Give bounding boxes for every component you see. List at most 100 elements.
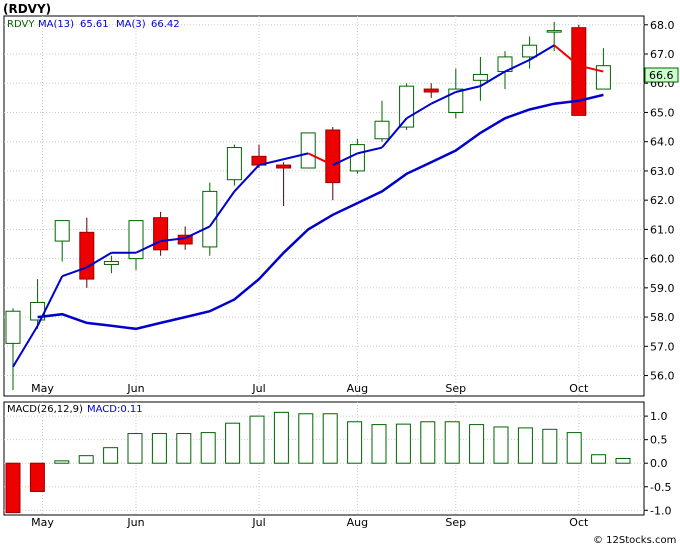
macd-bar: [225, 422, 241, 464]
macd-bar: [176, 433, 192, 464]
macd-bar: [103, 447, 119, 464]
candle-body: [546, 30, 562, 33]
price-tick-label: 62.0: [650, 194, 675, 207]
price-tick-label: 57.0: [650, 340, 675, 353]
price-x-tick-label: Oct: [569, 382, 589, 395]
macd-params-legend: MACD(26,12,9): [7, 404, 83, 415]
ma13-segment: [455, 85, 481, 93]
candle-body: [128, 220, 144, 260]
ma13-segment: [135, 240, 162, 254]
macd-bar: [542, 428, 558, 464]
candle-body: [54, 220, 70, 242]
candle-body: [153, 217, 169, 251]
candle-body: [522, 44, 538, 58]
price-x-tick-label: Jul: [251, 382, 265, 395]
watermark: © 12Stocks.com: [593, 535, 676, 546]
price-marks: [5, 21, 611, 391]
ma13-segment: [430, 91, 457, 105]
candle-body: [472, 73, 488, 81]
macd-marks: [5, 411, 631, 514]
price-tick-label: 58.0: [650, 311, 675, 324]
candle-body: [349, 144, 365, 172]
macd-bar: [127, 433, 143, 464]
macd-x-tick-label: Jul: [251, 516, 265, 529]
macd-bar: [591, 454, 607, 464]
macd-bar: [566, 432, 582, 464]
ma13-segment: [357, 146, 383, 155]
candle-body: [226, 147, 242, 181]
last-price-label: 66.6: [649, 69, 674, 82]
price-x-tick-label: Aug: [347, 382, 368, 395]
candle-body: [276, 164, 292, 169]
macd-bar: [29, 462, 45, 492]
ma13-legend-label: MA(13): [38, 19, 74, 30]
ma13-segment: [36, 275, 64, 327]
price-tick-label: 64.0: [650, 136, 675, 149]
ticker-title: (RDVY): [3, 2, 51, 16]
macd-bar: [493, 426, 509, 464]
price-tick-label: 63.0: [650, 165, 675, 178]
ma13-segment: [553, 44, 580, 67]
candle-body: [399, 85, 415, 128]
macd-bar: [371, 424, 387, 464]
candle-body: [325, 129, 341, 184]
macd-bar: [469, 424, 485, 464]
ma3-legend-value: 66.42: [151, 19, 180, 30]
ma13-segment: [529, 44, 555, 61]
price-y-axis: 56.0 57.0 58.0 59.0 60.0 61.0 62.0 63.0 64.0 65.0…: [31, 19, 674, 395]
ma13-segment: [160, 237, 186, 243]
macd-bar: [322, 413, 338, 464]
macd-x-tick-label: Aug: [347, 516, 368, 529]
ma3-line: [37, 93, 604, 331]
price-x-tick-label: Jun: [126, 382, 144, 395]
macd-bar: [54, 460, 70, 464]
price-tick-label: 61.0: [650, 223, 675, 236]
ma13-segment: [406, 102, 432, 120]
ma13-segment: [208, 190, 236, 228]
price-tick-label: 59.0: [650, 282, 675, 295]
price-tick-label: 68.0: [650, 19, 675, 32]
macd-bar: [347, 421, 363, 464]
candle-body: [5, 310, 21, 344]
candle-body: [79, 231, 95, 280]
macd-bar: [298, 413, 314, 464]
price-tick-label: 56.0: [650, 370, 675, 383]
candle-body: [103, 261, 119, 265]
ma13-segment: [307, 152, 334, 166]
macd-value-legend: MACD:0.11: [87, 404, 143, 415]
ma13-segment: [578, 64, 604, 73]
price-x-tick-label: May: [31, 382, 54, 395]
macd-bar: [249, 415, 265, 464]
macd-bar: [615, 458, 631, 464]
macd-y-axis: May Jun Jul Aug Sep Oct -1.0 -0.5 0.0 0.5 1.0: [31, 410, 671, 529]
ma13-segment: [61, 266, 88, 278]
candle-body: [202, 190, 218, 248]
macd-tick-label: 0.5: [650, 434, 668, 447]
macd-bar: [273, 411, 289, 464]
ma13-segment: [504, 58, 531, 73]
symbol-legend: RDVY: [7, 19, 35, 30]
price-x-tick-label: Sep: [445, 382, 466, 395]
price-panel-frame: [3, 15, 645, 397]
macd-bar: [395, 423, 411, 464]
ma3-legend-label: MA(3): [116, 19, 146, 30]
price-tick-label: 67.0: [650, 48, 675, 61]
macd-tick-label: 0.0: [650, 457, 668, 470]
macd-bar: [444, 421, 460, 464]
candle-body: [374, 120, 390, 140]
ma13-segment: [332, 152, 358, 166]
ma13-segment: [12, 325, 39, 368]
ma13-segment: [381, 117, 408, 149]
price-tick-label: 60.0: [650, 253, 675, 266]
candle-body: [571, 27, 587, 116]
ma13-segment: [184, 225, 211, 240]
candle-body: [423, 88, 439, 93]
ma13-segment: [283, 152, 309, 161]
macd-bar: [200, 432, 216, 464]
macd-x-tick-label: May: [31, 516, 54, 529]
macd-x-tick-label: Sep: [445, 516, 466, 529]
macd-tick-label: -1.0: [650, 504, 671, 517]
last-price-badge: [644, 67, 679, 83]
